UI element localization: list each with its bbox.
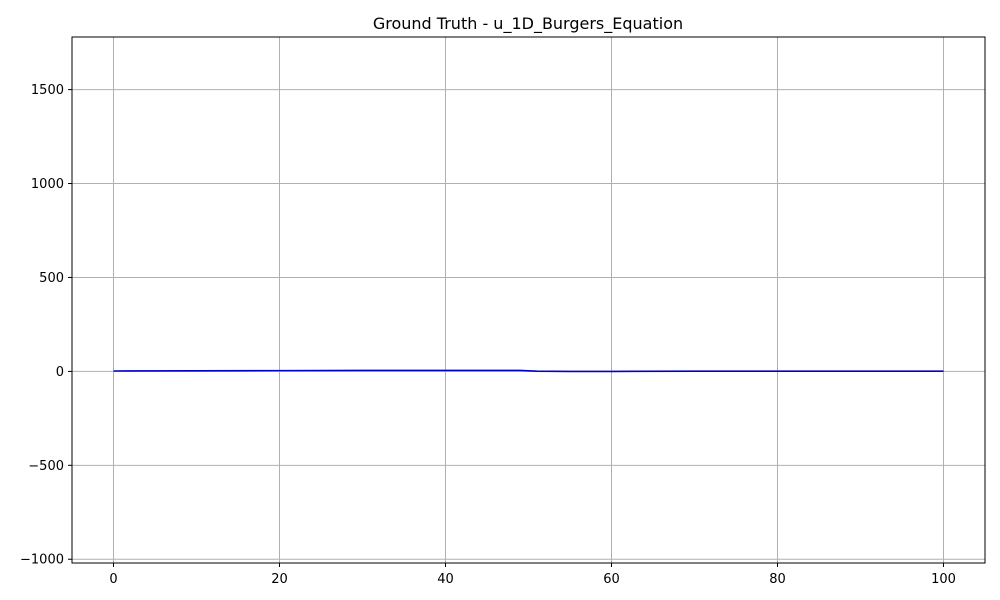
y-tick-label: 500: [39, 271, 64, 286]
x-tick-label: 40: [437, 572, 454, 587]
y-tick-label: 1000: [31, 177, 64, 192]
x-tick-label: 20: [271, 572, 288, 587]
y-tick-label: 0: [56, 365, 64, 380]
x-tick-label: 0: [109, 572, 117, 587]
x-axis: 0 20 40 60 80 100: [109, 563, 956, 587]
grid: [72, 37, 985, 563]
x-tick-label: 80: [769, 572, 786, 587]
y-tick-label: −500: [28, 459, 64, 474]
y-axis: −1000 −500 0 500 1000 1500: [20, 83, 72, 568]
x-tick-label: 100: [931, 572, 956, 587]
y-tick-label: −1000: [20, 553, 64, 568]
plot-frame: [71, 36, 986, 564]
chart-title: Ground Truth - u_1D_Burgers_Equation: [373, 14, 683, 34]
series-line: [113, 369, 944, 373]
x-tick-label: 60: [603, 572, 620, 587]
series-layer: [113, 369, 944, 373]
y-tick-label: 1500: [31, 83, 64, 98]
